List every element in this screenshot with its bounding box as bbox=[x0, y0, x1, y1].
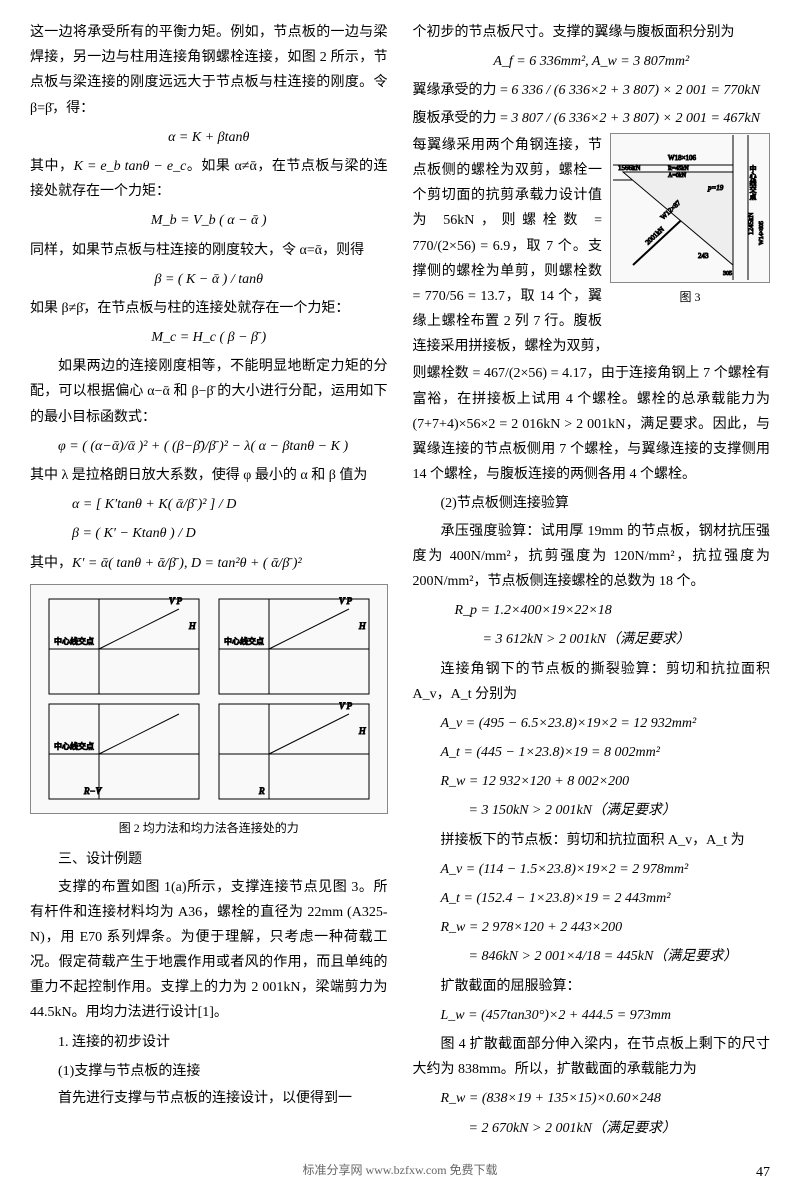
svg-text:R: R bbox=[258, 786, 265, 796]
heading-l2: 1. 连接的初步设计 bbox=[30, 1030, 388, 1055]
svg-text:p=19: p=19 bbox=[707, 184, 724, 192]
formula-l5: φ = ( (α−ᾱ)/ᾱ )² + ( (β−β̄)/β̄ )² − λ( α… bbox=[30, 434, 388, 459]
para-l6: 其中 λ 是拉格朗日放大系数，使得 φ 最小的 α 和 β 值为 bbox=[30, 463, 388, 488]
svg-text:W18×106: W18×106 bbox=[668, 154, 697, 162]
formula-l4: M_c = H_c ( β − β̄ ) bbox=[30, 325, 388, 350]
svg-text:R=45kN: R=45kN bbox=[668, 166, 689, 172]
wrap-block: W18×106 R=45kN A=0kN 1566kN 2001kN W12×8… bbox=[413, 133, 771, 360]
formula-r8a: R_w = (838×19 + 135×15)×0.60×248 bbox=[413, 1086, 771, 1111]
para-r7: 扩散截面的屈服验算： bbox=[413, 974, 771, 999]
para-l7: 其中，K′ = ᾱ( tanθ + ᾱ/β̄ ), D = tan²θ + ( … bbox=[30, 551, 388, 576]
formula-r3-row: 腹板承受的力 = 3 807 / (6 336×2 + 3 807) × 2 0… bbox=[413, 106, 771, 131]
page-footer: 标准分享网 www.bzfxw.com 免费下载 47 bbox=[30, 1160, 770, 1182]
formula-r2-label: 翼缘承受的力 = bbox=[413, 83, 508, 98]
formula-l7b: K′ = ᾱ( tanθ + ᾱ/β̄ ), D = tan²θ + ( ᾱ/β… bbox=[72, 556, 302, 571]
svg-text:305: 305 bbox=[723, 271, 732, 277]
para-l7a: 其中， bbox=[30, 556, 72, 571]
page-number: 47 bbox=[756, 1160, 770, 1185]
svg-text:H: H bbox=[358, 726, 366, 736]
formula-r3: 3 807 / (6 336×2 + 3 807) × 2 001 = 467k… bbox=[511, 111, 760, 126]
para-r8: 图 4 扩散截面部分伸入梁内，在节点板上剩下的尺寸大约为 838mm。所以，扩散… bbox=[413, 1032, 771, 1082]
footer-text: 标准分享网 www.bzfxw.com 免费下载 bbox=[302, 1163, 497, 1177]
para-l3: 同样，如果节点板与柱连接的刚度较大，令 α=ᾱ，则得 bbox=[30, 238, 388, 263]
para-l2: 其中，K = e_b tanθ − e_c。如果 α≠ᾱ，在节点板与梁的连接处就… bbox=[30, 154, 388, 204]
para-l1: 这一边将承受所有的平衡力矩。例如，节点板的一边与梁焊接，另一边与柱用连接角钢螺栓… bbox=[30, 20, 388, 121]
para-l5: 如果两边的连接刚度相等，不能明显地断定力矩的分配，可以根据偏心 α−ᾱ 和 β−… bbox=[30, 354, 388, 430]
heading-r1: (2)节点板侧连接验算 bbox=[413, 491, 771, 516]
formula-l2k: K = e_b tanθ − e_c bbox=[74, 159, 187, 174]
para-l9: 首先进行支撑与节点板的连接设计，以便得到一 bbox=[30, 1086, 388, 1111]
heading-l3: (1)支撑与节点板的连接 bbox=[30, 1059, 388, 1084]
svg-text:1245kN: 1245kN bbox=[747, 213, 755, 236]
heading-l1: 三、设计例题 bbox=[30, 847, 388, 872]
formula-l3: β = ( K − ᾱ ) / tanθ bbox=[30, 267, 388, 292]
formula-r7: L_w = (457tan30°)×2 + 444.5 = 973mm bbox=[413, 1003, 771, 1028]
para-r5: 连接角钢下的节点板的撕裂验算：剪切和抗拉面积 A_v，A_t 分别为 bbox=[413, 657, 771, 707]
formula-r1: A_f = 6 336mm², A_w = 3 807mm² bbox=[413, 49, 771, 74]
figure-3: W18×106 R=45kN A=0kN 1566kN 2001kN W12×8… bbox=[610, 133, 770, 309]
figure-3-image: W18×106 R=45kN A=0kN 1566kN 2001kN W12×8… bbox=[610, 133, 770, 283]
svg-text:2001kN: 2001kN bbox=[643, 225, 665, 246]
right-column: 个初步的节点板尺寸。支撑的翼缘与腹板面积分别为 A_f = 6 336mm², … bbox=[413, 20, 771, 1145]
formula-r2: 6 336 / (6 336×2 + 3 807) × 2 001 = 770k… bbox=[511, 83, 760, 98]
formula-r6a: A_v = (114 − 1.5×23.8)×19×2 = 2 978mm² bbox=[413, 857, 771, 882]
para-l4: 如果 β≠β̄，在节点板与柱的连接处就存在一个力矩： bbox=[30, 296, 388, 321]
formula-r5d: = 3 150kN > 2 001kN（满足要求） bbox=[413, 798, 771, 823]
svg-text:V P: V P bbox=[339, 596, 353, 606]
svg-text:A=0kN: A=0kN bbox=[668, 173, 687, 179]
formula-r2-row: 翼缘承受的力 = 6 336 / (6 336×2 + 3 807) × 2 0… bbox=[413, 78, 771, 103]
formula-r6b: A_t = (152.4 − 1×23.8)×19 = 2 443mm² bbox=[413, 886, 771, 911]
svg-text:V P: V P bbox=[339, 701, 353, 711]
figure-2: V P H 中心线交点 V P H 中心线交点 bbox=[30, 584, 388, 840]
svg-text:中心线交点: 中心线交点 bbox=[54, 636, 94, 646]
figure-3-caption: 图 3 bbox=[610, 287, 770, 309]
formula-r5c: R_w = 12 932×120 + 8 002×200 bbox=[413, 769, 771, 794]
svg-text:中心线交点: 中心线交点 bbox=[224, 636, 264, 646]
formula-r4b: = 3 612kN > 2 001kN（满足要求） bbox=[413, 627, 771, 652]
formula-l2: M_b = V_b ( α − ᾱ ) bbox=[30, 208, 388, 233]
para-r4: 承压强度验算：试用厚 19mm 的节点板，钢材抗压强度为 400N/mm²，抗剪… bbox=[413, 519, 771, 595]
formula-r6d: = 846kN > 2 001×4/18 = 445kN（满足要求） bbox=[413, 944, 771, 969]
page-columns: 这一边将承受所有的平衡力矩。例如，节点板的一边与梁焊接，另一边与柱用连接角钢螺栓… bbox=[30, 20, 770, 1145]
para-r6: 拼接板下的节点板：剪切和抗拉面积 A_v，A_t 为 bbox=[413, 828, 771, 853]
formula-r3-label: 腹板承受的力 = bbox=[413, 111, 508, 126]
svg-text:V P: V P bbox=[169, 596, 183, 606]
formula-l6a: α = [ K′tanθ + K( ᾱ/β̄ )² ] / D bbox=[30, 492, 388, 517]
formula-r6c: R_w = 2 978×120 + 2 443×200 bbox=[413, 915, 771, 940]
formula-r5a: A_v = (495 − 6.5×23.8)×19×2 = 12 932mm² bbox=[413, 711, 771, 736]
svg-text:中心线交点: 中心线交点 bbox=[749, 164, 757, 201]
para-r3: 则螺栓数 = 467/(2×56) = 4.17，由于连接角钢上 7 个螺栓有富… bbox=[413, 361, 771, 487]
svg-text:中心线交点: 中心线交点 bbox=[54, 741, 94, 751]
para-l8: 支撑的布置如图 1(a)所示，支撑连接节点见图 3。所有杆件和连接材料均为 A3… bbox=[30, 875, 388, 1026]
figure-2-caption: 图 2 均力法和均力法各连接处的力 bbox=[30, 818, 388, 840]
svg-text:R−V: R−V bbox=[83, 786, 103, 796]
svg-text:243: 243 bbox=[698, 252, 709, 260]
figure-2-svg: V P H 中心线交点 V P H 中心线交点 bbox=[39, 589, 379, 809]
formula-r5b: A_t = (445 − 1×23.8)×19 = 8 002mm² bbox=[413, 740, 771, 765]
svg-text:H: H bbox=[188, 621, 196, 631]
figure-3-svg: W18×106 R=45kN A=0kN 1566kN 2001kN W12×8… bbox=[613, 135, 768, 280]
para-l2a: 其中， bbox=[30, 159, 74, 174]
figure-2-image: V P H 中心线交点 V P H 中心线交点 bbox=[30, 584, 388, 814]
svg-text:1566kN: 1566kN bbox=[618, 164, 641, 172]
svg-text:W14×605: W14×605 bbox=[759, 221, 765, 245]
svg-text:H: H bbox=[358, 621, 366, 631]
formula-l1: α = K + βtanθ bbox=[30, 125, 388, 150]
para-r1: 个初步的节点板尺寸。支撑的翼缘与腹板面积分别为 bbox=[413, 20, 771, 45]
formula-l6b: β = ( K′ − Ktanθ ) / D bbox=[30, 521, 388, 546]
formula-r4a: R_p = 1.2×400×19×22×18 bbox=[413, 598, 771, 623]
formula-r8b: = 2 670kN > 2 001kN（满足要求） bbox=[413, 1116, 771, 1141]
left-column: 这一边将承受所有的平衡力矩。例如，节点板的一边与梁焊接，另一边与柱用连接角钢螺栓… bbox=[30, 20, 388, 1145]
